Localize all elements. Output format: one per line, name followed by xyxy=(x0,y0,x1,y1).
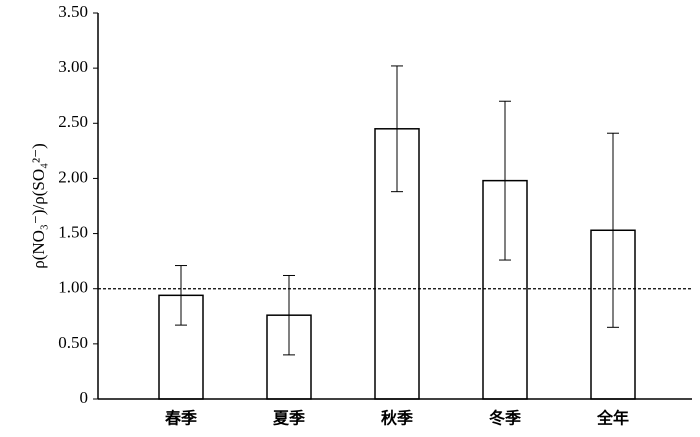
y-tick-label: 3.00 xyxy=(58,57,88,76)
error-bar xyxy=(499,100,511,261)
y-tick-label: 1.50 xyxy=(58,222,88,241)
error-bar xyxy=(607,132,619,328)
error-bar xyxy=(391,65,403,193)
x-tick-label: 全年 xyxy=(596,409,629,428)
y-tick-label: 2.00 xyxy=(58,167,88,186)
error-bar xyxy=(175,265,187,326)
y-axis-label: ρ(NO₃⁻)/ρ(SO₄²⁻) xyxy=(29,143,48,269)
y-tick-label: 2.50 xyxy=(58,112,88,131)
y-tick-label: 1.00 xyxy=(58,278,88,297)
error-bar xyxy=(283,274,295,356)
y-tick-label: 3.50 xyxy=(58,2,88,21)
x-tick-label: 夏季 xyxy=(272,409,306,428)
y-tick-label: 0.50 xyxy=(58,333,88,352)
y-tick-label: 0 xyxy=(80,388,89,407)
x-tick-label: 春季 xyxy=(164,409,198,428)
x-tick-label: 秋季 xyxy=(381,409,414,428)
x-tick-label: 冬季 xyxy=(489,409,522,428)
